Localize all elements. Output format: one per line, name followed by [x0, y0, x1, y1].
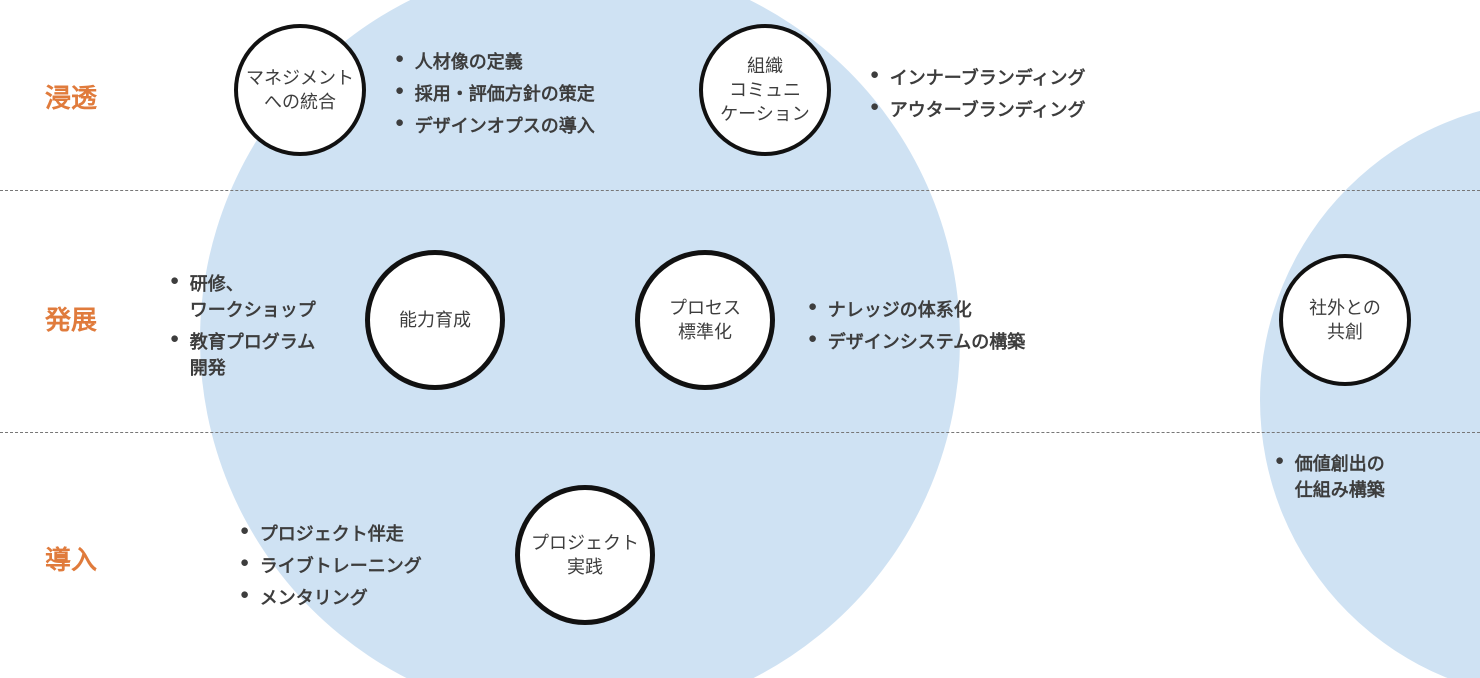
- bullets-external: 価値創出の 仕組み構築: [1275, 450, 1385, 508]
- divider-0: [0, 190, 1480, 191]
- bullet-org_comm-1: アウターブランディング: [870, 96, 1085, 122]
- node-label-management: マネジメント への統合: [246, 66, 354, 115]
- bullets-capability: 研修、 ワークショップ教育プログラム 開発: [170, 270, 316, 386]
- bullet-project-1: ライブトレーニング: [240, 552, 422, 578]
- bullet-management-1: 採用・評価方針の策定: [395, 80, 595, 106]
- divider-1: [0, 432, 1480, 433]
- bullet-process-0: ナレッジの体系化: [808, 296, 1025, 322]
- node-org_comm: 組織 コミュニ ケーション: [699, 24, 831, 156]
- bg-circle-1: [1260, 100, 1480, 678]
- bullet-project-2: メンタリング: [240, 584, 422, 610]
- row-label-1: 発展: [45, 300, 97, 337]
- bullet-capability-1: 教育プログラム 開発: [170, 328, 316, 380]
- bullets-org_comm: インナーブランディングアウターブランディング: [870, 64, 1085, 128]
- bullet-external-0: 価値創出の 仕組み構築: [1275, 450, 1385, 502]
- node-label-project: プロジェクト 実践: [531, 531, 639, 580]
- node-process: プロセス 標準化: [635, 250, 775, 390]
- node-management: マネジメント への統合: [234, 24, 366, 156]
- bullets-management: 人材像の定義採用・評価方針の策定デザインオプスの導入: [395, 48, 595, 144]
- node-capability: 能力育成: [365, 250, 505, 390]
- bullet-management-0: 人材像の定義: [395, 48, 595, 74]
- node-label-external: 社外との 共創: [1309, 296, 1381, 345]
- bullet-capability-0: 研修、 ワークショップ: [170, 270, 316, 322]
- node-project: プロジェクト 実践: [515, 485, 655, 625]
- bullets-process: ナレッジの体系化デザインシステムの構築: [808, 296, 1025, 360]
- bullet-org_comm-0: インナーブランディング: [870, 64, 1085, 90]
- bullet-management-2: デザインオプスの導入: [395, 112, 595, 138]
- bullets-project: プロジェクト伴走ライブトレーニングメンタリング: [240, 520, 422, 616]
- node-label-process: プロセス 標準化: [669, 296, 741, 345]
- node-label-capability: 能力育成: [399, 308, 471, 332]
- node-label-org_comm: 組織 コミュニ ケーション: [720, 54, 810, 127]
- row-label-0: 浸透: [45, 78, 97, 115]
- row-label-2: 導入: [45, 540, 97, 577]
- node-external: 社外との 共創: [1279, 254, 1411, 386]
- bullet-project-0: プロジェクト伴走: [240, 520, 422, 546]
- bullet-process-1: デザインシステムの構築: [808, 328, 1025, 354]
